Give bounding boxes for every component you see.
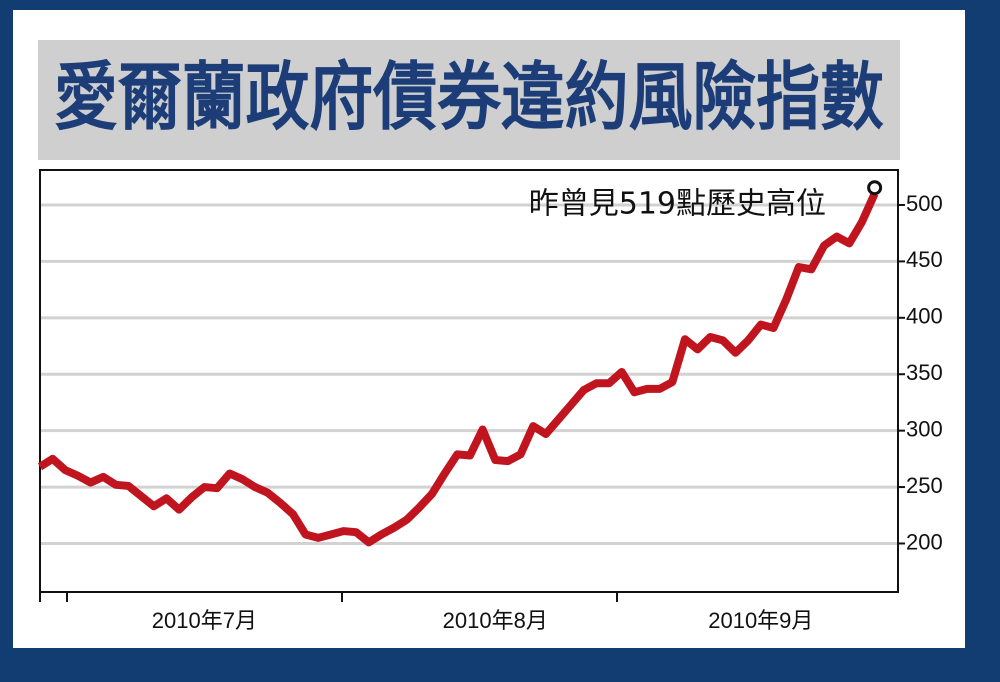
annotation: 昨曾見519點歷史高位	[529, 187, 826, 222]
chart-title: 愛爾蘭政府債券違約風險指數	[54, 55, 884, 141]
x-tick-label: 2010年8月	[443, 608, 548, 633]
y-tick-label: 400	[906, 304, 943, 329]
x-tick-label: 2010年7月	[152, 608, 257, 633]
y-tick-label: 200	[906, 529, 943, 554]
y-tick-label: 500	[906, 191, 943, 216]
y-tick-label: 350	[906, 360, 943, 385]
plot-frame	[39, 169, 899, 593]
end-marker	[867, 180, 883, 196]
y-tick-label: 450	[906, 247, 943, 272]
month-boundaries	[39, 592, 618, 602]
y-tick-label: 300	[906, 416, 943, 441]
line	[37, 192, 879, 547]
x-tick-label: 2010年9月	[708, 608, 813, 633]
title-bar	[38, 40, 900, 160]
y-tick-label: 250	[906, 473, 943, 498]
